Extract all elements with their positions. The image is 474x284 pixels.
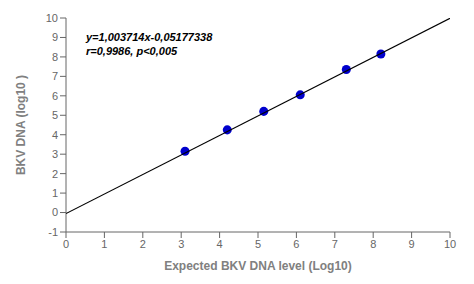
svg-text:-1: -1 xyxy=(48,226,58,238)
svg-text:10: 10 xyxy=(46,12,58,24)
svg-text:6: 6 xyxy=(52,90,58,102)
svg-text:4: 4 xyxy=(52,129,58,141)
html-text:y=1,003714x-0,05177338: y=1,003714x-0,05177338 xyxy=(86,31,213,43)
svg-text:7: 7 xyxy=(52,70,58,82)
svg-text:1: 1 xyxy=(101,238,107,250)
svg-text:1: 1 xyxy=(52,187,58,199)
svg-text:2: 2 xyxy=(52,168,58,180)
svg-text:3: 3 xyxy=(178,238,184,250)
svg-text:3: 3 xyxy=(52,148,58,160)
svg-text:8: 8 xyxy=(52,51,58,63)
svg-text:0: 0 xyxy=(52,206,58,218)
svg-text:8: 8 xyxy=(370,238,376,250)
svg-text:6: 6 xyxy=(293,238,299,250)
svg-text:0: 0 xyxy=(63,238,69,250)
svg-text:9: 9 xyxy=(52,31,58,43)
svg-text:10: 10 xyxy=(444,238,456,250)
svg-text:9: 9 xyxy=(409,238,415,250)
html-text:r=0,9986, p<0,005: r=0,9986, p<0,005 xyxy=(86,45,178,58)
svg-text:4: 4 xyxy=(217,238,223,250)
svg-text:2: 2 xyxy=(140,238,146,250)
svg-text:5: 5 xyxy=(255,238,261,250)
svg-text:Expected BKV DNA level (Log10): Expected BKV DNA level (Log10) xyxy=(164,259,352,273)
svg-text:BKV DNA (log10 ): BKV DNA (log10 ) xyxy=(14,75,28,175)
svg-text:5: 5 xyxy=(52,109,58,121)
svg-text:7: 7 xyxy=(332,238,338,250)
